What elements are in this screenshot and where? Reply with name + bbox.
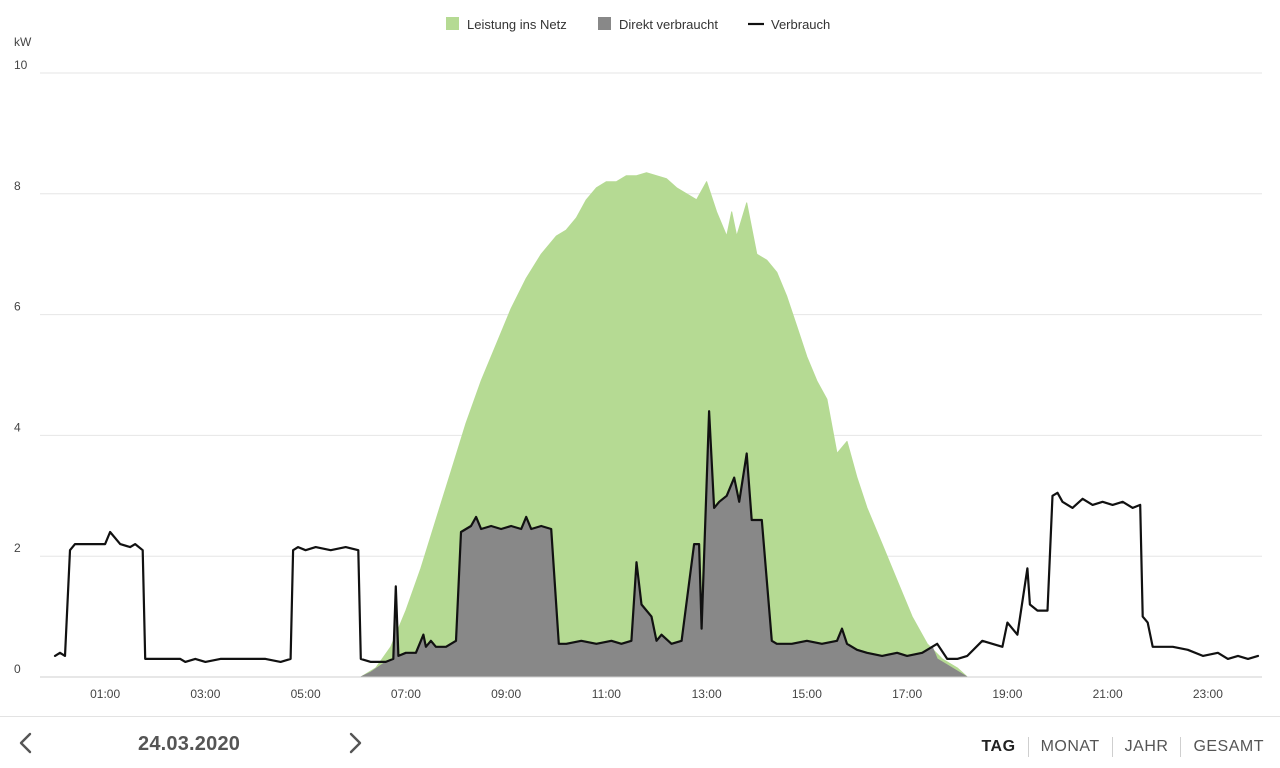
chart-legend[interactable]: Leistung ins Netz Direkt verbraucht Verbra…: [446, 17, 830, 32]
x-tick-label: 17:00: [892, 687, 922, 701]
date-navigation-bar: 24.03.2020 TAG MONAT JAHR GESAMT: [0, 716, 1280, 768]
y-tick-label: 2: [14, 541, 21, 555]
legend-swatch: [446, 17, 459, 30]
y-axis-ticks: 0 2 4 6 8 10: [14, 58, 28, 676]
area-series: [360, 172, 968, 678]
x-tick-label: 13:00: [692, 687, 722, 701]
tab-tag[interactable]: TAG: [981, 738, 1016, 755]
legend-label: Verbrauch: [771, 17, 830, 32]
divider: [1180, 737, 1182, 757]
y-tick-label: 0: [14, 662, 21, 676]
series-area-0: [360, 172, 968, 678]
y-axis-label: kW: [14, 35, 32, 49]
energy-chart: Leistung ins Netz Direkt verbraucht Verbra…: [14, 17, 1262, 701]
current-date: 24.03.2020: [138, 733, 241, 755]
x-tick-label: 03:00: [190, 687, 220, 701]
x-tick-label: 09:00: [491, 687, 521, 701]
divider: [1027, 737, 1029, 757]
chevron-left-icon: [19, 732, 32, 754]
x-axis-ticks: 01:00 03:00 05:00 07:00 09:00 11:00 13:00 15:00…: [90, 687, 1223, 701]
y-tick-label: 8: [14, 179, 21, 193]
legend-swatch: [598, 17, 611, 30]
x-tick-label: 21:00: [1093, 687, 1123, 701]
x-tick-label: 07:00: [391, 687, 421, 701]
x-tick-label: 15:00: [792, 687, 822, 701]
y-tick-label: 4: [14, 420, 21, 434]
chevron-right-icon: [349, 732, 362, 754]
tab-monat[interactable]: MONAT: [1040, 738, 1100, 755]
legend-item[interactable]: Direkt verbraucht: [598, 17, 718, 32]
legend-label: Direkt verbraucht: [619, 17, 718, 32]
x-tick-label: 19:00: [992, 687, 1022, 701]
line-series: [53, 410, 1260, 663]
y-tick-label: 10: [14, 58, 28, 72]
legend-item[interactable]: Leistung ins Netz: [446, 17, 567, 32]
next-day-button[interactable]: [341, 725, 371, 761]
x-tick-label: 05:00: [291, 687, 321, 701]
x-tick-label: 01:00: [90, 687, 120, 701]
legend-item[interactable]: Verbrauch: [748, 17, 830, 32]
previous-day-button[interactable]: [10, 725, 40, 761]
legend-label: Leistung ins Netz: [467, 17, 567, 32]
divider: [1111, 737, 1113, 757]
period-selector: TAG MONAT JAHR GESAMT: [969, 737, 1276, 757]
series-line-2: [53, 410, 1260, 663]
x-tick-label: 23:00: [1193, 687, 1223, 701]
tab-gesamt[interactable]: GESAMT: [1193, 738, 1264, 755]
tab-jahr[interactable]: JAHR: [1124, 738, 1169, 755]
y-tick-label: 6: [14, 300, 21, 314]
x-tick-label: 11:00: [592, 687, 621, 701]
